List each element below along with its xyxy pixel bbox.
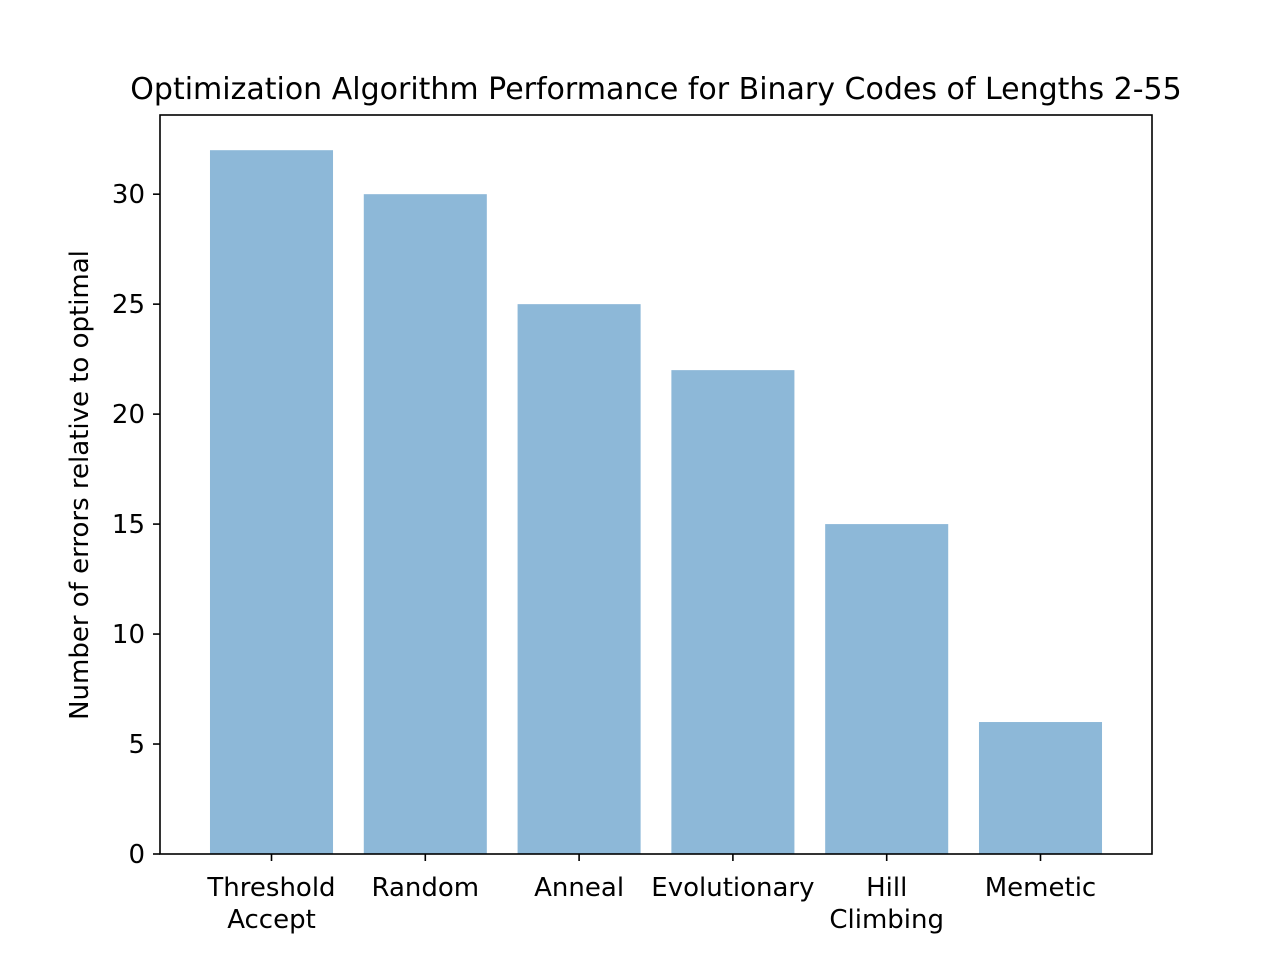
- y-tick-label-3: 15: [112, 510, 145, 540]
- y-tick-label-0: 0: [128, 840, 145, 870]
- x-tick-label-2: Anneal: [534, 873, 624, 903]
- bar-2: [517, 304, 641, 854]
- plot-frame: [159, 114, 1153, 855]
- y-tick-label-1: 5: [128, 730, 145, 760]
- x-tick-label-line: Climbing: [829, 905, 944, 935]
- x-tick-label-0: Threshold Accept: [206, 873, 335, 935]
- x-tick-label-5: Memetic: [985, 873, 1096, 903]
- x-tick-label-line: Hill: [866, 873, 907, 903]
- bar-0: [209, 150, 334, 854]
- x-tick-label-line: Anneal: [534, 873, 624, 903]
- y-tick-label-4: 20: [112, 400, 145, 430]
- x-tick-label-line: Accept: [227, 905, 316, 935]
- x-tick-label-4: Hill Climbing: [829, 873, 944, 935]
- y-axis-label: Number of errors relative to optimal: [65, 250, 95, 720]
- x-tick-label-line: Threshold: [206, 873, 335, 903]
- x-tick-label-1: Random: [371, 873, 479, 903]
- ticks-layer: 0 5 10 15 20 25 30 Threshold Accept Random Anneal E…: [112, 180, 1096, 935]
- bar-5: [978, 722, 1103, 854]
- y-tick-label-2: 10: [112, 620, 145, 650]
- bar-3: [671, 370, 795, 854]
- y-tick-label-6: 30: [112, 180, 145, 210]
- chart-title: Optimization Algorithm Performance for B…: [130, 72, 1181, 107]
- x-tick-label-line: Evolutionary: [651, 873, 814, 903]
- bars-layer: [209, 150, 1103, 854]
- axes-layer: [159, 114, 1153, 855]
- x-tick-label-line: Memetic: [985, 873, 1096, 903]
- y-tick-label-5: 25: [112, 290, 145, 320]
- x-tick-label-3: Evolutionary: [651, 873, 814, 903]
- x-tick-label-line: Random: [371, 873, 479, 903]
- bar-4: [825, 524, 949, 854]
- bar-1: [363, 194, 487, 854]
